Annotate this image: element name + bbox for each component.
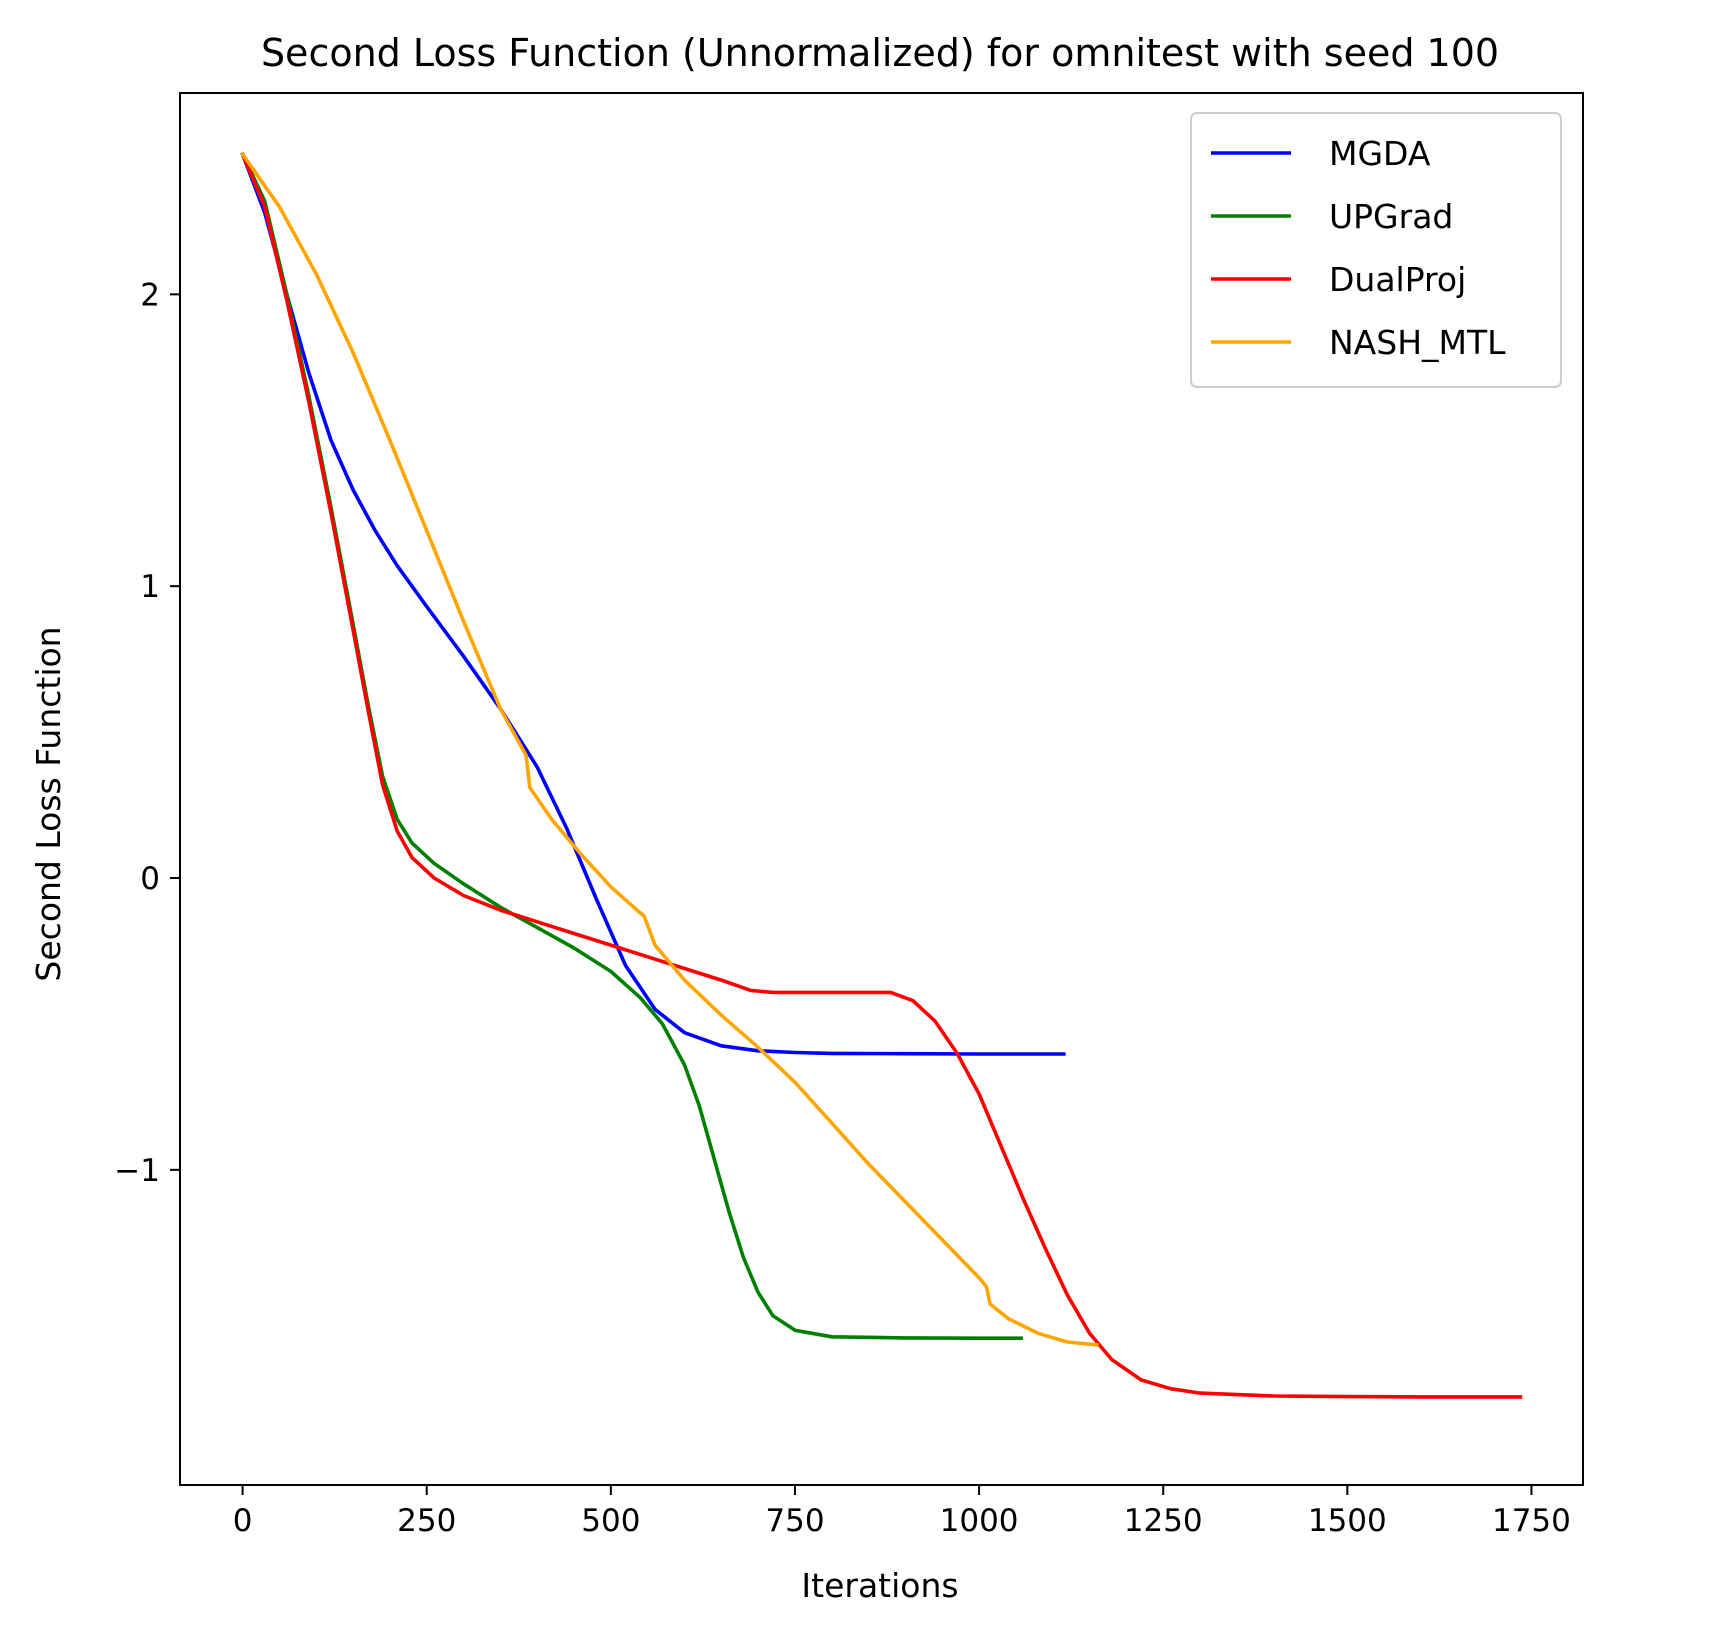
legend: MGDA UPGrad DualProj NASH_MTL [1190, 112, 1562, 388]
legend-label-nash-mtl: NASH_MTL [1329, 323, 1506, 362]
legend-label-mgda: MGDA [1329, 134, 1431, 173]
plot-area-frame [179, 92, 1584, 1486]
y-axis: −1 0 1 2 [114, 277, 180, 1189]
x-axis: 0 250 500 750 1000 1250 1500 1750 [233, 1485, 1571, 1539]
legend-box [1190, 112, 1562, 388]
x-tick-label: 500 [581, 1503, 640, 1539]
chart-title: Second Loss Function (Unnormalized) for … [261, 31, 1499, 75]
series-layer [240, 151, 1523, 1399]
x-tick-label: 0 [233, 1503, 253, 1539]
series-line-mgda [240, 151, 1066, 1056]
x-tick-label: 1500 [1308, 1503, 1387, 1539]
x-tick-label: 1750 [1492, 1503, 1571, 1539]
x-tick-label: 250 [397, 1503, 456, 1539]
y-tick-label: 2 [140, 277, 160, 313]
series-line-nash-mtl [240, 151, 1099, 1347]
x-tick-label: 750 [765, 1503, 824, 1539]
y-tick-label: 1 [140, 569, 160, 605]
x-tick-label: 1000 [940, 1503, 1019, 1539]
legend-label-upgrad: UPGrad [1329, 197, 1453, 236]
y-axis-label: Second Loss Function [29, 626, 68, 981]
series-line-dualproj [240, 151, 1523, 1399]
x-tick-label: 1250 [1124, 1503, 1203, 1539]
x-axis-label: Iterations [801, 1566, 958, 1605]
y-tick-label: −1 [114, 1153, 160, 1189]
y-tick-label: 0 [140, 861, 160, 897]
legend-label-dualproj: DualProj [1329, 260, 1466, 299]
